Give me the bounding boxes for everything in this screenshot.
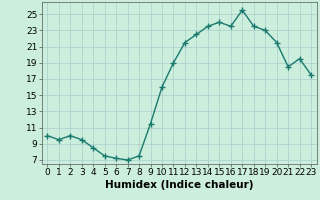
- X-axis label: Humidex (Indice chaleur): Humidex (Indice chaleur): [105, 180, 253, 190]
